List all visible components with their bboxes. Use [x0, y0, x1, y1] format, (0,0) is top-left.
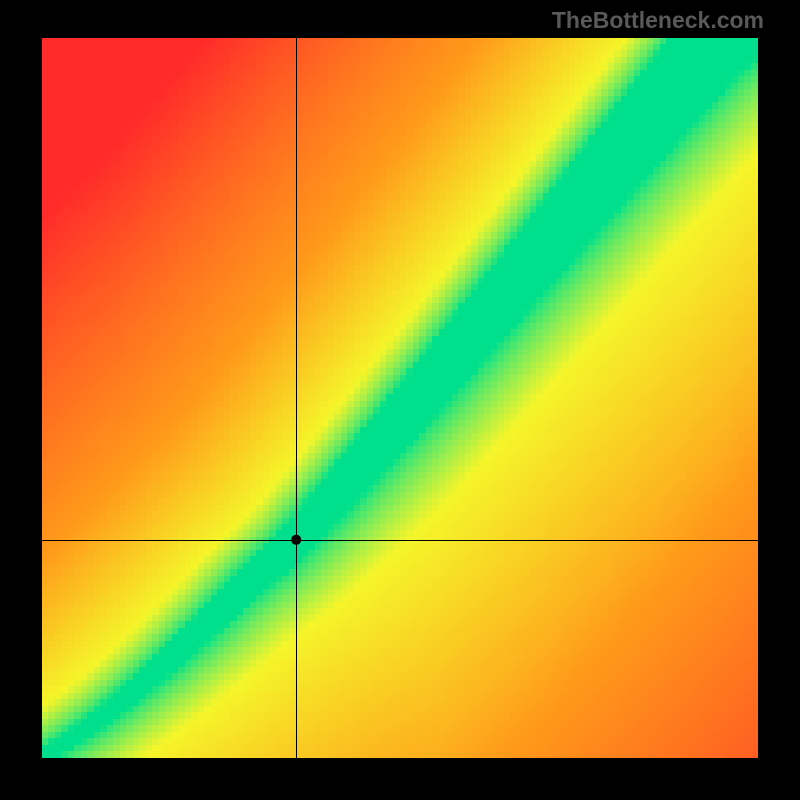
chart-container: TheBottleneck.com	[0, 0, 800, 800]
bottleneck-heatmap	[42, 38, 758, 758]
watermark-text: TheBottleneck.com	[552, 7, 764, 34]
